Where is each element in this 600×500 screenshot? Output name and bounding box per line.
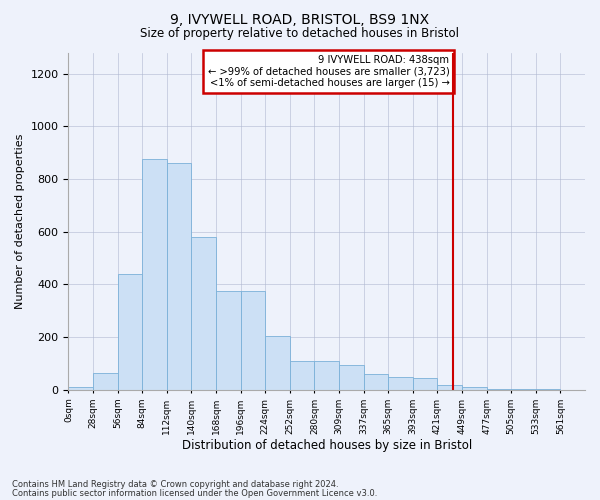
Text: 9 IVYWELL ROAD: 438sqm
← >99% of detached houses are smaller (3,723)
<1% of semi: 9 IVYWELL ROAD: 438sqm ← >99% of detache… <box>208 55 449 88</box>
Bar <box>314 361 339 390</box>
Bar <box>388 376 413 390</box>
Bar <box>216 291 241 390</box>
Bar <box>118 274 142 390</box>
Bar <box>511 389 536 390</box>
X-axis label: Distribution of detached houses by size in Bristol: Distribution of detached houses by size … <box>182 440 472 452</box>
Bar <box>93 373 118 390</box>
Bar <box>462 388 487 390</box>
Bar <box>487 388 511 390</box>
Bar <box>265 336 290 390</box>
Y-axis label: Number of detached properties: Number of detached properties <box>15 134 25 309</box>
Bar <box>68 388 93 390</box>
Bar <box>413 378 437 390</box>
Bar <box>290 361 314 390</box>
Bar <box>241 291 265 390</box>
Text: Contains HM Land Registry data © Crown copyright and database right 2024.: Contains HM Land Registry data © Crown c… <box>12 480 338 489</box>
Bar <box>142 160 167 390</box>
Text: Size of property relative to detached houses in Bristol: Size of property relative to detached ho… <box>140 28 460 40</box>
Bar <box>191 237 216 390</box>
Bar <box>167 163 191 390</box>
Bar <box>437 384 462 390</box>
Bar <box>364 374 388 390</box>
Text: Contains public sector information licensed under the Open Government Licence v3: Contains public sector information licen… <box>12 489 377 498</box>
Bar <box>339 365 364 390</box>
Text: 9, IVYWELL ROAD, BRISTOL, BS9 1NX: 9, IVYWELL ROAD, BRISTOL, BS9 1NX <box>170 12 430 26</box>
